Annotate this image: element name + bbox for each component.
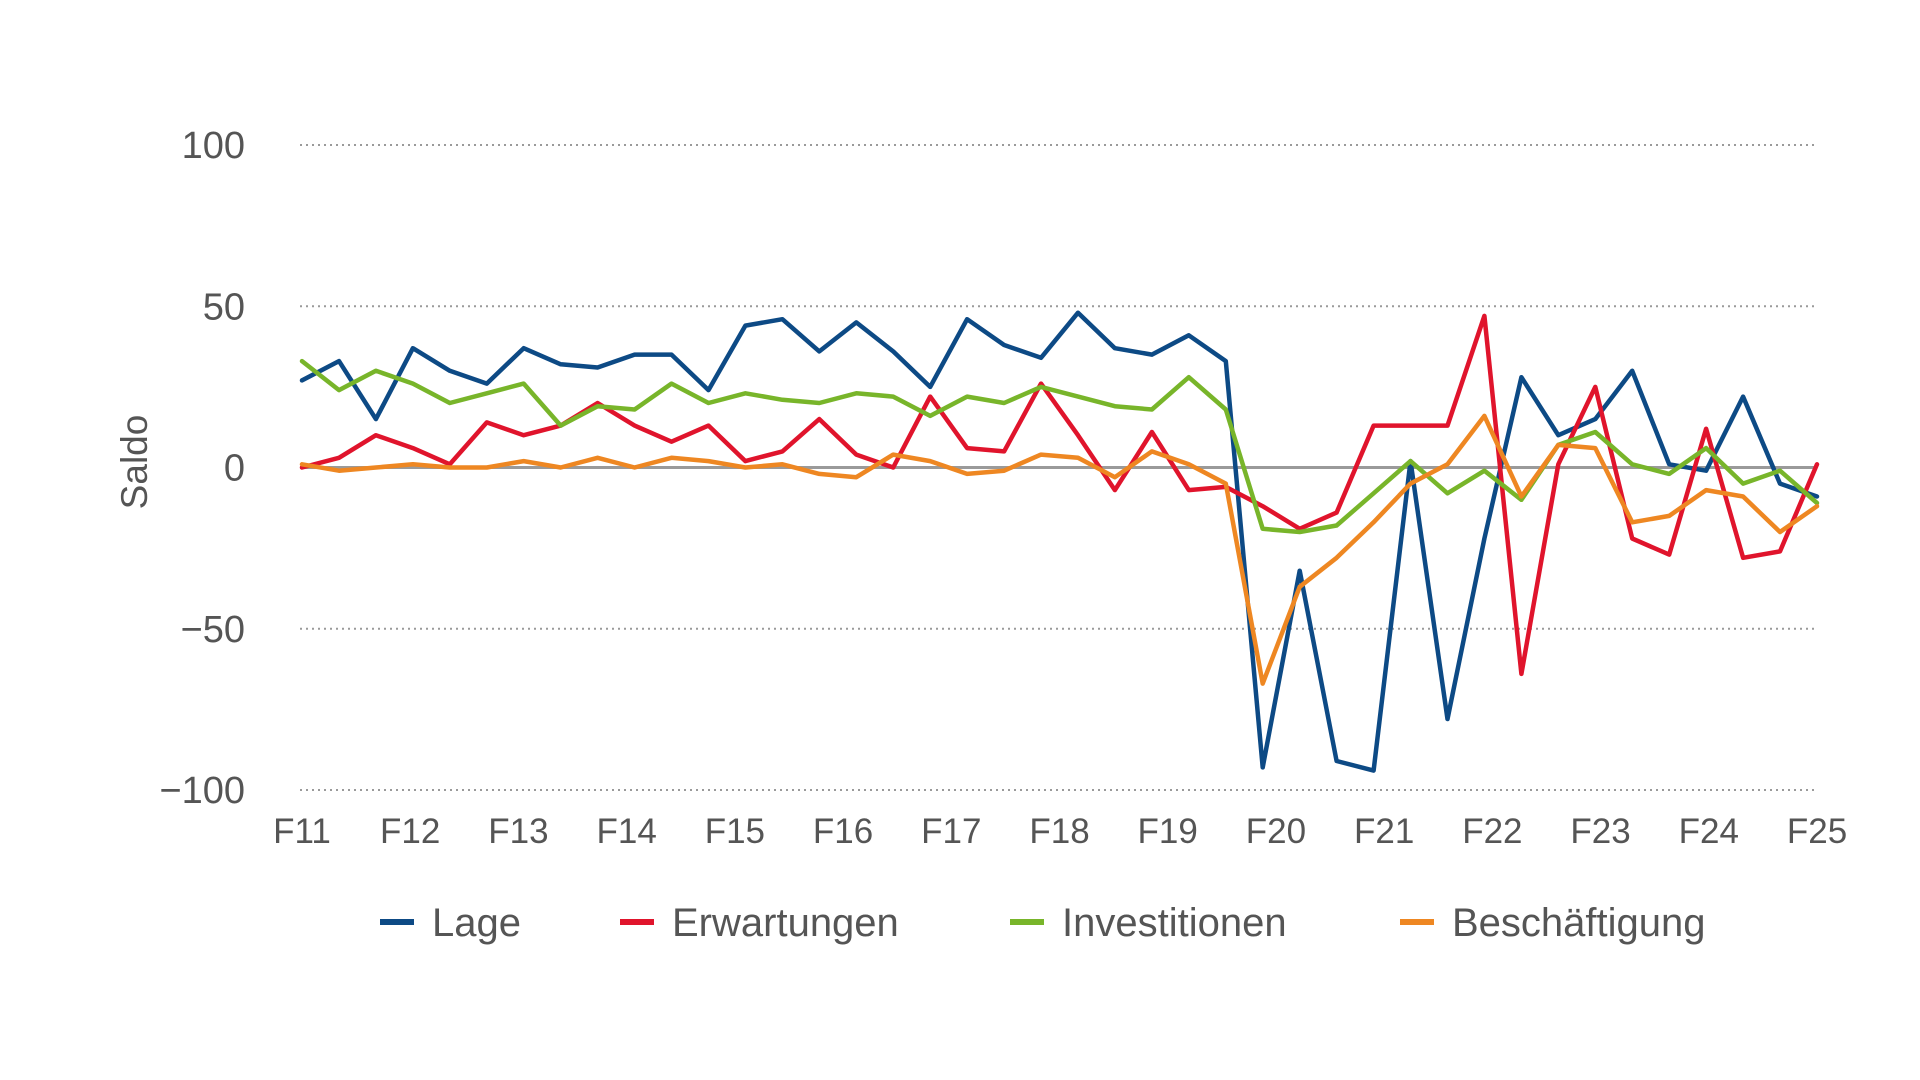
y-tick-label: −50 bbox=[181, 609, 245, 651]
y-axis-label: Saldo bbox=[114, 415, 155, 510]
x-tick-label: F14 bbox=[596, 812, 656, 851]
x-tick-label: F12 bbox=[380, 812, 440, 851]
x-tick-label: F21 bbox=[1354, 812, 1414, 851]
legend-label: Investitionen bbox=[1062, 901, 1287, 945]
y-tick-label: 0 bbox=[224, 448, 245, 490]
legend-label: Beschäftigung bbox=[1452, 901, 1706, 945]
x-tick-label: F15 bbox=[705, 812, 765, 851]
x-tick-label: F18 bbox=[1029, 812, 1089, 851]
y-tick-label: 50 bbox=[203, 286, 245, 328]
gridlines bbox=[300, 144, 1817, 791]
series-lines bbox=[299, 310, 1820, 773]
series-line-erwartungen bbox=[299, 313, 1820, 677]
x-tick-label: F25 bbox=[1787, 812, 1847, 851]
series-line-beschäftigung bbox=[299, 413, 1820, 686]
x-tick-label: F22 bbox=[1462, 812, 1522, 851]
y-axis-ticks: 100 50 0 −50 −100 bbox=[159, 125, 245, 812]
legend-label: Erwartungen bbox=[672, 901, 899, 945]
x-tick-label: F13 bbox=[488, 812, 548, 851]
legend: Lage Erwartungen Investitionen Beschäftigun… bbox=[380, 901, 1706, 945]
series-line-lage bbox=[299, 310, 1820, 773]
x-axis-ticks: F11 F12 F13 F14 F15 F16 F17 F18 F19 F20 F21 F22 F23 F… bbox=[273, 812, 1847, 851]
x-tick-label: F23 bbox=[1570, 812, 1630, 851]
x-tick-label: F24 bbox=[1679, 812, 1739, 851]
y-tick-label: 100 bbox=[182, 125, 245, 167]
x-tick-label: F16 bbox=[813, 812, 873, 851]
x-tick-label: F20 bbox=[1246, 812, 1306, 851]
x-tick-label: F11 bbox=[273, 812, 331, 851]
x-tick-label: F17 bbox=[921, 812, 981, 851]
x-tick-label: F19 bbox=[1138, 812, 1198, 851]
y-tick-label: −100 bbox=[159, 770, 245, 812]
legend-label: Lage bbox=[432, 901, 521, 945]
series-line-investitionen bbox=[299, 358, 1820, 535]
